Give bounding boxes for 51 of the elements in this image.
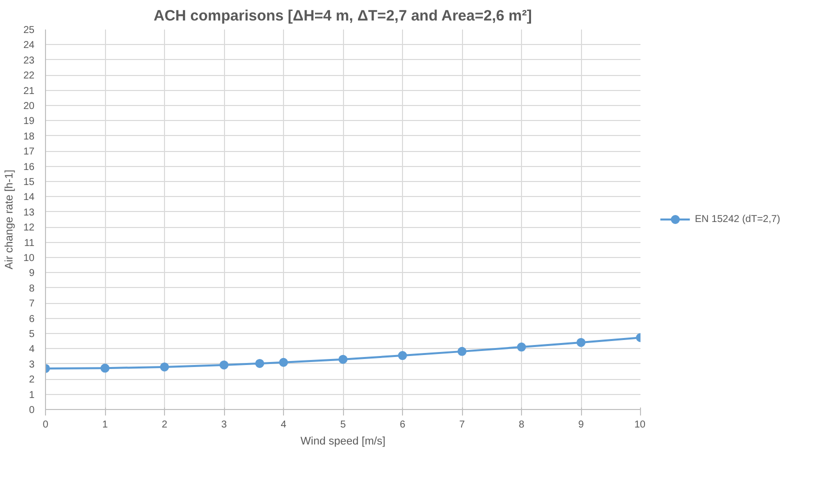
- point: [100, 364, 110, 373]
- y-tick-label: 1: [28, 390, 35, 401]
- x-tick-label: 6: [400, 420, 406, 430]
- y-tick-label: 9: [28, 268, 35, 280]
- y-tick-label: 18: [23, 131, 35, 142]
- x-tick-label: 0: [42, 420, 49, 430]
- x-tick-label: 10: [634, 420, 646, 430]
- y-tick-label: 17: [23, 146, 35, 158]
- y-tick-label: 13: [23, 207, 35, 218]
- y-tick-label: 0: [28, 405, 35, 416]
- y-tick-label: 3: [28, 359, 35, 370]
- y-tick-label: 23: [23, 55, 35, 66]
- point: [255, 358, 264, 368]
- y-tick-label: 6: [28, 314, 35, 325]
- x-tick-label: 8: [518, 420, 525, 430]
- y-tick-label: 21: [23, 86, 35, 97]
- y-tick-label: 8: [28, 283, 35, 294]
- y-tick-label: 16: [23, 162, 35, 173]
- point: [338, 354, 348, 364]
- x-tick-label: 3: [221, 420, 228, 430]
- y-tick-label: 2: [28, 374, 35, 386]
- point: [279, 358, 288, 367]
- chart-title: ACH comparisons [ΔH=4 m, ΔT=2,7 and Area=2,6 m²]: [154, 8, 532, 24]
- point: [398, 351, 407, 360]
- y-axis-title: Air change rate [h-1]: [3, 170, 16, 270]
- y-tick-label: 14: [23, 192, 35, 204]
- x-tick-label: 4: [280, 420, 287, 430]
- y-tick-label: 5: [28, 329, 35, 340]
- y-tick-label: 11: [24, 238, 35, 249]
- y-tick-label: 24: [23, 40, 35, 52]
- x-tick-label: 9: [578, 420, 584, 430]
- y-tick-label: 22: [23, 70, 35, 82]
- y-tick-label: 4: [28, 344, 35, 356]
- x-tick-label: 1: [102, 420, 108, 430]
- y-tick-label: 10: [23, 253, 35, 264]
- x-tick-label: 7: [459, 420, 466, 430]
- point: [160, 362, 169, 372]
- y-tick-label: 12: [23, 222, 35, 234]
- point: [458, 346, 466, 356]
- x-tick-label: 2: [162, 420, 168, 430]
- y-tick-label: 15: [23, 177, 35, 188]
- point: [576, 338, 586, 347]
- y-tick-label: 25: [23, 25, 35, 36]
- y-tick-label: 7: [28, 298, 35, 310]
- x-axis-title: Wind speed [m/s]: [300, 436, 386, 448]
- y-tick-label: 19: [23, 116, 35, 128]
- legend-label: EN 15242 (dT=2,7): [694, 214, 780, 224]
- x-tick-label: 5: [340, 420, 346, 430]
- y-tick-label: 20: [23, 101, 35, 112]
- point: [517, 342, 526, 352]
- point: [220, 360, 228, 370]
